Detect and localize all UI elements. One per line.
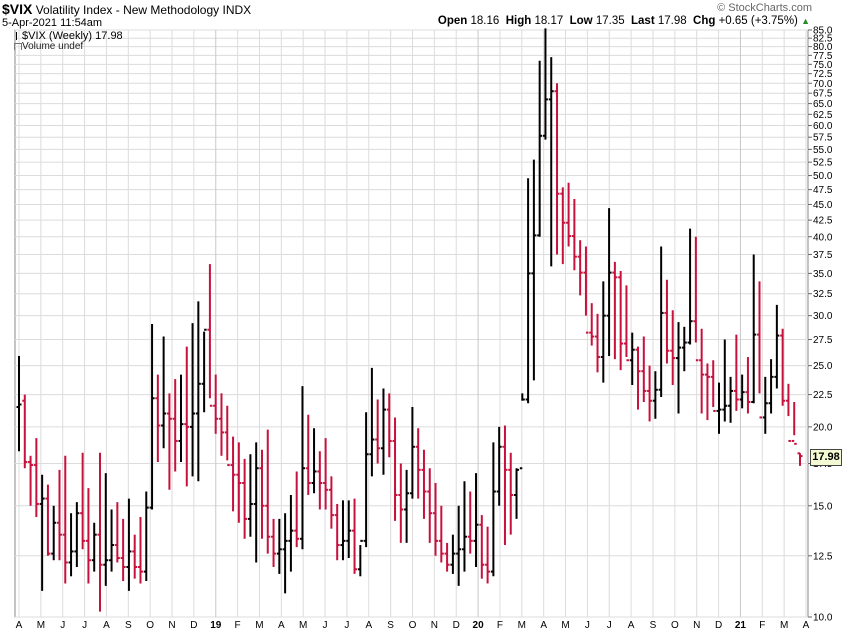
exchange: INDX [222, 3, 252, 17]
y-tick-label: 62.5 [813, 110, 833, 121]
x-tick-label: A [803, 620, 810, 631]
y-tick-label: 57.5 [813, 133, 833, 144]
x-tick-label: N [168, 620, 175, 631]
x-tick-label: F [759, 620, 765, 631]
x-tick-label: M [561, 620, 569, 631]
y-tick-label: 52.5 [813, 158, 833, 169]
y-tick-label: 85.0 [813, 26, 833, 37]
x-tick-label: J [344, 620, 349, 631]
x-tick-label: A [16, 620, 23, 631]
x-tick-label: S [125, 620, 132, 631]
open-value: 18.16 [470, 15, 500, 27]
ohlc-legend-icon [16, 32, 20, 40]
y-tick-label: 70.0 [813, 79, 833, 90]
y-tick-label: 77.5 [813, 51, 833, 62]
y-tick-label: 12.5 [813, 551, 833, 562]
y-tick-label: 72.5 [813, 69, 833, 80]
y-tick-label: 35.0 [813, 269, 833, 280]
y-tick-label: 47.5 [813, 185, 833, 196]
x-tick-label: J [585, 620, 590, 631]
brand-watermark: © StockCharts.com [717, 2, 812, 14]
y-tick-label: 30.0 [813, 311, 833, 322]
x-tick-label: N [693, 620, 700, 631]
y-tick-label: 27.5 [813, 335, 833, 346]
plot-area [14, 29, 809, 618]
last-value: 17.98 [657, 15, 687, 27]
x-tick-label: A [540, 620, 547, 631]
x-tick-label: M [299, 620, 307, 631]
x-tick-label: J [82, 620, 87, 631]
x-tick-label: M [37, 620, 45, 631]
volume-legend-icon [14, 43, 22, 50]
y-tick-label: 25.0 [813, 361, 833, 372]
symbol: $VIX [2, 1, 33, 17]
x-tick-label: M [255, 620, 263, 631]
y-tick-label: 45.0 [813, 200, 833, 211]
x-tick-label: A [628, 620, 635, 631]
x-tick-label: O [671, 620, 679, 631]
chart-title: $VIX Volatility Index - New Methodology … [2, 1, 251, 17]
legend-volume: Volume undef [22, 41, 84, 52]
legend-series: $VIX (Weekly) 17.98 [22, 30, 123, 42]
x-tick-label: J [607, 620, 612, 631]
x-tick-label: O [409, 620, 417, 631]
y-tick-label: 50.0 [813, 171, 833, 182]
x-tick-label: 21 [735, 620, 747, 631]
y-tick-label: 10.0 [813, 613, 833, 624]
x-tick-label: A [278, 620, 285, 631]
y-tick-label: 32.5 [813, 289, 833, 300]
x-tick-label: O [146, 620, 154, 631]
y-tick-label: 37.5 [813, 250, 833, 261]
timestamp: 5-Apr-2021 11:54am [2, 17, 103, 29]
x-tick-label: N [431, 620, 438, 631]
low-value: 17.35 [595, 15, 625, 27]
x-tick-label: D [453, 620, 460, 631]
x-tick-label: F [235, 620, 241, 631]
x-tick-label: 20 [473, 620, 485, 631]
y-tick-label: 55.0 [813, 145, 833, 156]
x-tick-label: J [60, 620, 65, 631]
index-name: Volatility Index - New Methodology [35, 3, 220, 17]
high-value: 18.17 [534, 15, 564, 27]
x-tick-label: A [103, 620, 110, 631]
x-tick-label: D [715, 620, 722, 631]
y-tick-label: 15.0 [813, 501, 833, 512]
change-value: +0.65 (+3.75%) [718, 15, 798, 27]
y-tick-label: 22.5 [813, 390, 833, 401]
y-tick-label: 80.0 [813, 42, 833, 53]
x-tick-label: F [497, 620, 503, 631]
y-tick-label: 42.5 [813, 216, 833, 227]
x-tick-label: J [323, 620, 328, 631]
y-tick-label: 40.0 [813, 232, 833, 243]
x-tick-label: D [190, 620, 197, 631]
up-arrow-icon: ▲ [801, 16, 810, 26]
x-tick-label: S [650, 620, 657, 631]
x-tick-label: M [780, 620, 788, 631]
y-tick-label: 20.0 [813, 422, 833, 433]
y-tick-label: 65.0 [813, 99, 833, 110]
y-tick-label: 67.5 [813, 89, 833, 100]
quote-summary: Open 18.16 High 18.17 Low 17.35 Last 17.… [437, 15, 810, 27]
x-tick-label: M [518, 620, 526, 631]
x-tick-label: A [365, 620, 372, 631]
last-price-tag: 17.98 [810, 449, 842, 466]
x-tick-label: 19 [210, 620, 222, 631]
x-tick-label: S [387, 620, 394, 631]
y-tick-label: 75.0 [813, 60, 833, 71]
y-tick-label: 82.5 [813, 34, 833, 45]
y-tick-label: 60.0 [813, 121, 833, 132]
